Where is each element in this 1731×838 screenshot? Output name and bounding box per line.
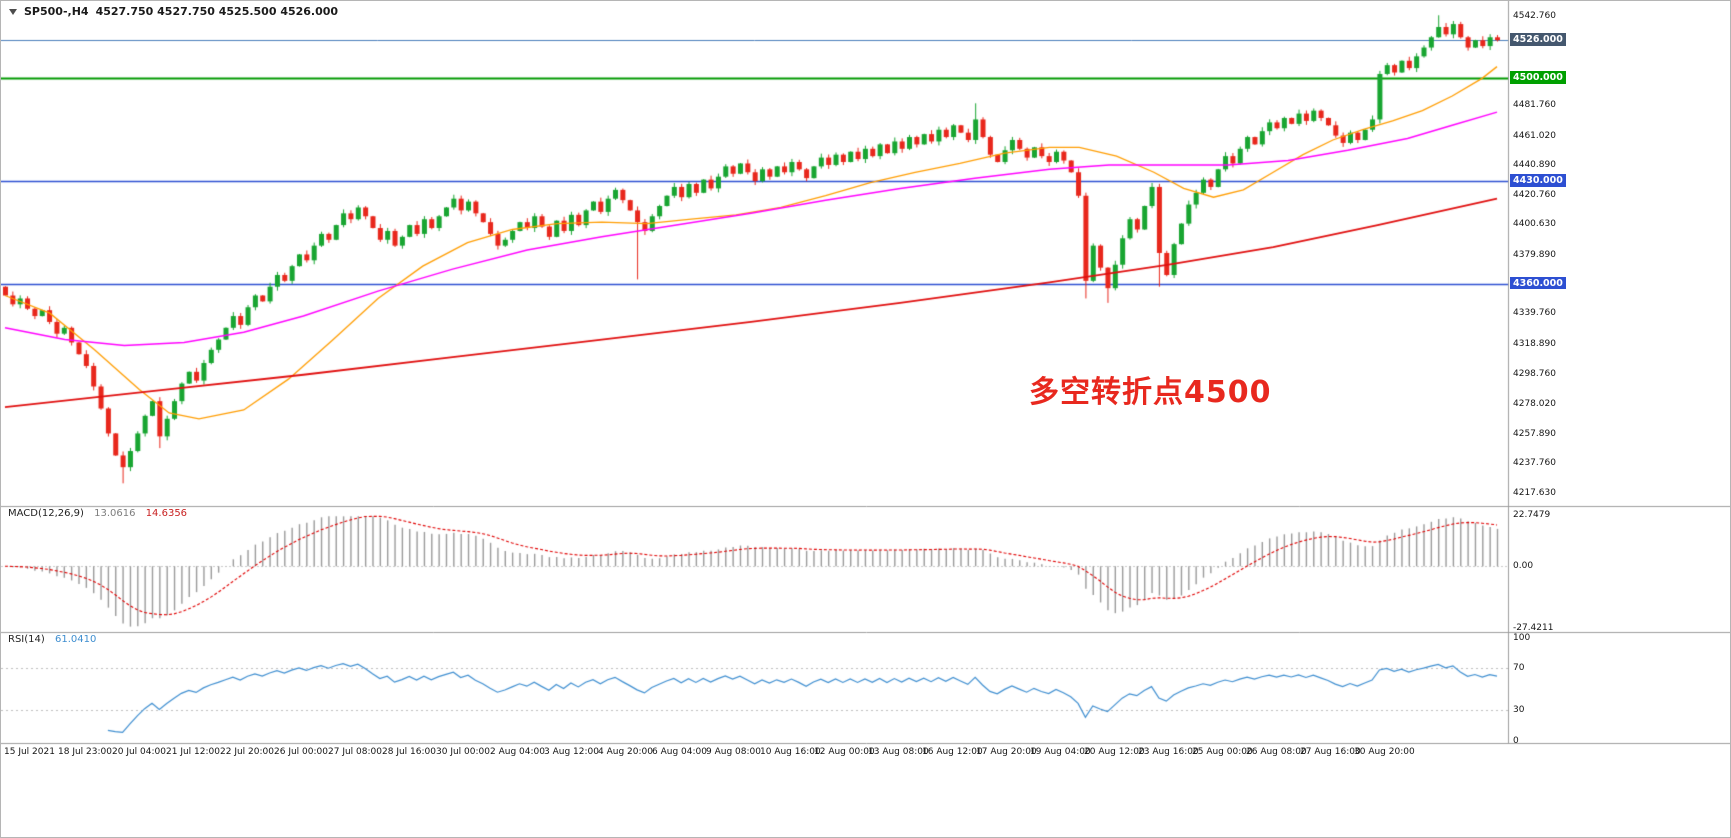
price-axis-label: 4440.890: [1513, 160, 1556, 171]
time-axis-label: 20 Aug 12:00: [1084, 747, 1145, 757]
chart-title: SP500-,H4 4527.750 4527.750 4525.500 452…: [9, 5, 338, 18]
time-axis-label: 23 Aug 16:00: [1138, 747, 1199, 757]
price-axis-label: 4400.630: [1513, 219, 1556, 230]
time-axis-label: 22 Jul 20:00: [220, 747, 274, 757]
time-axis-label: 9 Aug 08:00: [706, 747, 761, 757]
time-axis-label: 28 Jul 16:00: [382, 747, 436, 757]
rsi-name: RSI(14): [8, 634, 45, 645]
price-line-badge: 4500.000: [1510, 71, 1566, 84]
ohlc-values: 4527.750 4527.750 4525.500 4526.000: [95, 5, 339, 18]
price-axis-label: 4217.630: [1513, 487, 1556, 498]
time-axis-label: 27 Aug 16:00: [1300, 747, 1361, 757]
price-axis-label: 4379.890: [1513, 249, 1556, 260]
price-line-badge: 4430.000: [1510, 174, 1566, 187]
time-axis-label: 17 Aug 20:00: [976, 747, 1037, 757]
time-axis-label: 30 Jul 00:00: [436, 747, 490, 757]
macd-main-value: 13.0616: [94, 508, 136, 519]
rsi-axis-label: 0: [1513, 736, 1519, 746]
time-axis-label: 25 Aug 00:00: [1192, 747, 1253, 757]
time-axis-label: 10 Aug 16:00: [760, 747, 821, 757]
time-axis-label: 15 Jul 2021: [4, 747, 55, 757]
time-axis-label: 26 Jul 00:00: [274, 747, 328, 757]
time-axis-label: 21 Jul 12:00: [166, 747, 220, 757]
annotation-text[interactable]: 多空转折点4500: [1029, 375, 1272, 410]
time-axis-label: 12 Aug 00:00: [814, 747, 875, 757]
price-axis-label: 4257.890: [1513, 428, 1556, 439]
time-scale[interactable]: 15 Jul 2021 18 Jul 23:00 20 Jul 04:00 21 Ju…: [1, 743, 1508, 765]
symbol-period-label: SP500-,H4: [24, 5, 89, 18]
rsi-value: 61.0410: [54, 634, 97, 645]
price-axis-label: 4339.760: [1513, 308, 1556, 319]
price-axis-label: 4461.020: [1513, 130, 1556, 141]
price-axis-label: 4278.020: [1513, 399, 1556, 410]
rsi-axis-label: 70: [1513, 663, 1525, 674]
macd-axis-label: 22.7479: [1513, 510, 1551, 520]
price-axis-label: 4481.760: [1513, 100, 1556, 111]
price-axis-label: 4237.760: [1513, 458, 1556, 469]
macd-axis-label: 0.00: [1513, 561, 1534, 572]
one-click-trading-icon[interactable]: [9, 8, 17, 15]
macd-label: MACD(12,26,9) 13.0616 14.6356: [8, 508, 187, 519]
time-axis-label: 4 Aug 20:00: [598, 747, 653, 757]
macd-axis-label: -27.4211: [1513, 623, 1554, 633]
macd-name: MACD(12,26,9): [8, 508, 84, 519]
time-axis-label: 13 Aug 08:00: [868, 747, 929, 757]
price-axis-label: 4420.760: [1513, 189, 1556, 200]
time-axis-label: 3 Aug 12:00: [544, 747, 599, 757]
macd-signal-value: 14.6356: [145, 508, 188, 519]
rsi-axis-label: 30: [1513, 704, 1525, 715]
price-scale[interactable]: 4542.760 4481.760 4461.020 4440.890 4420.760…: [1508, 1, 1730, 763]
price-line-badge: 4526.000: [1510, 33, 1566, 46]
time-axis-label: 30 Aug 20:00: [1354, 747, 1415, 757]
time-axis-label: 26 Aug 08:00: [1246, 747, 1307, 757]
time-axis-label: 16 Aug 12:00: [922, 747, 983, 757]
rsi-label: RSI(14) 61.0410: [8, 634, 96, 645]
price-line-badge: 4360.000: [1510, 276, 1566, 290]
price-axis-label: 4542.760: [1513, 10, 1556, 21]
time-axis-label: 20 Jul 04:00: [112, 747, 166, 757]
price-axis-label: 4318.890: [1513, 339, 1556, 350]
rsi-axis-label: 100: [1513, 633, 1531, 643]
time-axis-label: 27 Jul 08:00: [328, 747, 382, 757]
price-axis-label: 4298.760: [1513, 368, 1556, 379]
time-axis-label: 6 Aug 04:00: [652, 747, 707, 757]
time-axis-label: 18 Jul 23:00: [58, 747, 112, 757]
time-axis-label: 2 Aug 04:00: [490, 747, 545, 757]
time-axis-label: 19 Aug 04:00: [1030, 747, 1091, 757]
